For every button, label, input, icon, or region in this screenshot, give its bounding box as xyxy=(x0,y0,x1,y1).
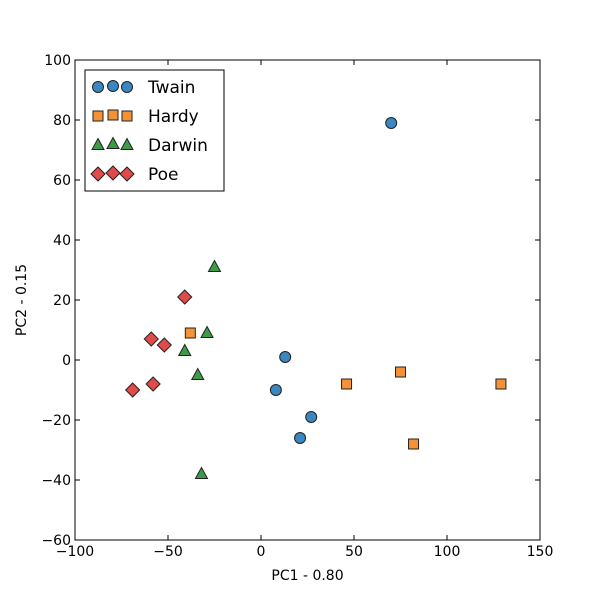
poe-point xyxy=(156,337,172,353)
y-tick-label: −20 xyxy=(41,413,71,429)
data-points xyxy=(124,117,507,479)
legend-entry-twain: Twain xyxy=(92,78,195,98)
hardy-point xyxy=(395,366,406,378)
legend-marker xyxy=(119,166,135,182)
legend-marker xyxy=(121,110,133,122)
twain-point xyxy=(279,351,292,363)
hardy-point xyxy=(495,378,507,390)
axes: −100 −50 0 50 100 150 −60 −40 −20 0 20 40 60 80 100 xyxy=(41,53,553,560)
series-darwin xyxy=(177,259,222,479)
legend-label: Hardy xyxy=(148,107,199,127)
legend-marker xyxy=(91,137,105,150)
twain-point xyxy=(294,432,307,444)
legend-marker xyxy=(121,81,133,93)
x-tick-label: −100 xyxy=(56,544,94,560)
legend-marker xyxy=(105,165,121,181)
y-tick-label: 40 xyxy=(53,233,71,249)
poe-point xyxy=(143,331,159,347)
legend-marker xyxy=(92,110,104,122)
hardy-point xyxy=(341,378,353,390)
darwin-point xyxy=(177,343,192,356)
legend-label: Darwin xyxy=(148,136,208,156)
legend-marker xyxy=(107,80,119,92)
legend-entry-poe: Poe xyxy=(90,165,179,185)
y-axis-title: PC2 - 0.15 xyxy=(14,264,30,336)
x-tick-label: −50 xyxy=(153,544,183,560)
legend-marker xyxy=(106,136,120,149)
legend-marker xyxy=(107,109,119,121)
twain-point xyxy=(305,411,318,423)
darwin-point xyxy=(200,325,214,338)
x-axis-title: PC1 - 0.80 xyxy=(271,568,343,584)
hardy-point xyxy=(408,438,420,450)
x-tick-label: 50 xyxy=(345,544,363,560)
y-tick-label: 80 xyxy=(53,113,71,129)
hardy-point xyxy=(184,327,196,339)
series-twain xyxy=(269,117,398,444)
y-tick-label: −40 xyxy=(41,473,71,489)
darwin-point xyxy=(190,367,205,380)
y-tick-label: 20 xyxy=(53,293,71,309)
x-tick-label: 150 xyxy=(527,544,554,560)
legend-marker xyxy=(92,81,104,93)
legend-label: Twain xyxy=(147,78,195,98)
legend-marker xyxy=(120,137,134,150)
twain-point xyxy=(385,117,398,129)
legend-entry-darwin: Darwin xyxy=(91,136,208,156)
series-poe xyxy=(124,289,193,398)
darwin-point xyxy=(207,259,222,272)
x-tick-label: 0 xyxy=(257,544,266,560)
y-tick-label: −60 xyxy=(41,533,71,549)
poe-point xyxy=(124,382,141,398)
poe-point xyxy=(177,289,193,305)
y-tick-label: 0 xyxy=(62,353,71,369)
legend: Twain Hardy Darwin Poe xyxy=(84,69,225,192)
twain-point xyxy=(269,384,282,396)
y-tick-label: 60 xyxy=(53,173,71,189)
darwin-point xyxy=(194,466,209,479)
poe-point xyxy=(145,376,161,392)
legend-entry-hardy: Hardy xyxy=(92,107,199,127)
legend-marker xyxy=(90,166,106,182)
x-tick-label: 100 xyxy=(434,544,461,560)
legend-label: Poe xyxy=(148,165,179,185)
y-tick-label: 100 xyxy=(44,53,71,69)
series-hardy xyxy=(184,327,507,450)
